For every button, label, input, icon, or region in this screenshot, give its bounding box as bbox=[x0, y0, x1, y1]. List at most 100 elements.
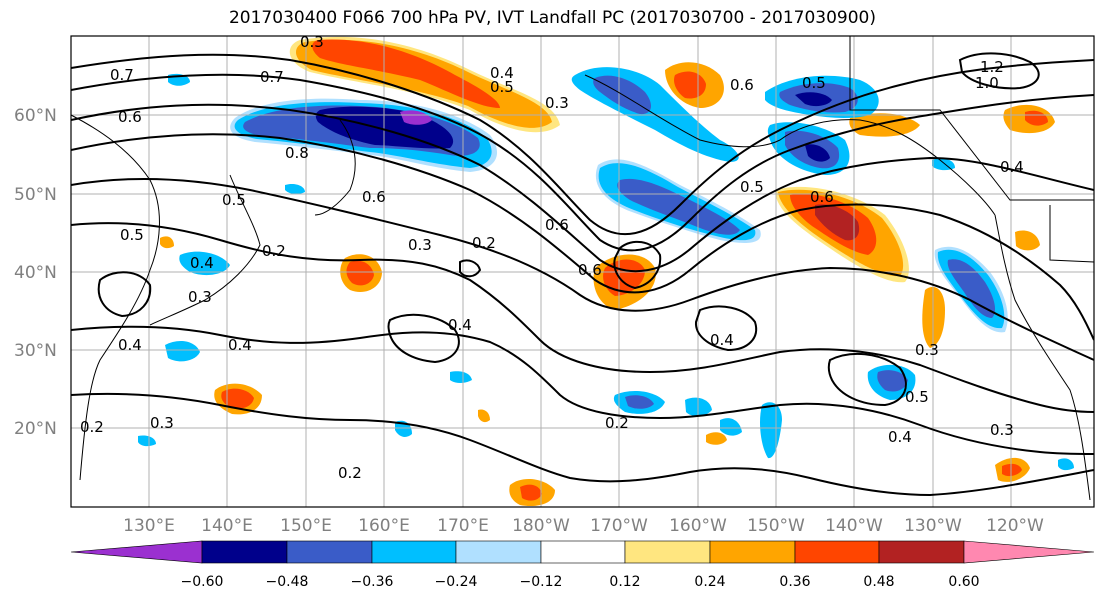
anomaly-shading bbox=[138, 36, 1074, 507]
colorbar-tick: −0.12 bbox=[520, 574, 563, 590]
contour-labels: 0.3 0.7 0.7 0.6 0.8 0.6 0.5 0.5 0.3 0.2 … bbox=[80, 36, 1024, 482]
lon-label: 140°W bbox=[825, 516, 883, 536]
contour-label: 0.3 bbox=[188, 288, 212, 306]
pv-contour bbox=[71, 392, 1094, 497]
positive-anomaly bbox=[1025, 110, 1048, 126]
contour-label: 0.5 bbox=[120, 226, 144, 244]
contour-label: 0.4 bbox=[1000, 158, 1024, 176]
pv-contour bbox=[613, 240, 662, 290]
negative-anomaly bbox=[760, 402, 782, 459]
negative-anomaly bbox=[625, 395, 654, 409]
coastline-namerica bbox=[994, 214, 1091, 501]
contour-label: 0.2 bbox=[80, 418, 104, 436]
contour-label: 0.3 bbox=[150, 414, 174, 432]
lon-label: 140°E bbox=[201, 516, 253, 536]
contour-label: 0.6 bbox=[578, 261, 602, 279]
colorbar-tick: −0.60 bbox=[181, 574, 224, 590]
colorbar-segment bbox=[709, 540, 796, 564]
positive-anomaly bbox=[520, 484, 542, 501]
colorbar-tick: 0.48 bbox=[863, 574, 894, 590]
contour-label: 0.6 bbox=[810, 188, 834, 206]
contour-label: 0.6 bbox=[362, 188, 386, 206]
colorbar-tick: 0.60 bbox=[948, 574, 979, 590]
colorbar-tick: 0.24 bbox=[694, 574, 725, 590]
coastlines bbox=[71, 36, 1094, 501]
negative-anomaly bbox=[795, 92, 832, 107]
positive-anomaly bbox=[346, 260, 374, 286]
coastline-japan bbox=[149, 174, 261, 326]
map-field: 0.3 0.7 0.7 0.6 0.8 0.6 0.5 0.5 0.3 0.2 … bbox=[71, 36, 1094, 507]
lat-label: 60°N bbox=[14, 106, 57, 126]
pv-contours bbox=[71, 52, 1094, 497]
negative-anomaly bbox=[285, 183, 305, 195]
positive-anomaly bbox=[706, 432, 727, 445]
contour-label: 0.3 bbox=[545, 94, 569, 112]
lon-label: 160°E bbox=[358, 516, 410, 536]
lon-label: 160°W bbox=[669, 516, 727, 536]
lon-label: 130°E bbox=[123, 516, 175, 536]
negative-anomaly bbox=[450, 371, 472, 383]
colorbar-tick: 0.36 bbox=[779, 574, 810, 590]
colorbar-segment bbox=[878, 540, 965, 564]
contour-label: 0.5 bbox=[740, 178, 764, 196]
lon-label: 130°W bbox=[904, 516, 962, 536]
pv-contour bbox=[71, 53, 1094, 236]
lat-axis: 60°N 50°N 40°N 30°N 20°N bbox=[14, 106, 57, 439]
negative-anomaly bbox=[1058, 458, 1074, 471]
contour-label: 0.3 bbox=[990, 421, 1014, 439]
pv-contour bbox=[71, 103, 1094, 273]
contour-label: 0.5 bbox=[802, 74, 826, 92]
positive-anomaly bbox=[160, 236, 174, 249]
colorbar-segment bbox=[455, 540, 542, 564]
pv-contour bbox=[71, 222, 1094, 413]
positive-anomaly bbox=[1002, 463, 1022, 477]
lon-label: 170°E bbox=[437, 516, 489, 536]
colorbar-segment bbox=[201, 540, 288, 564]
lat-label: 30°N bbox=[14, 341, 57, 361]
lon-label: 170°W bbox=[590, 516, 648, 536]
colorbar bbox=[70, 540, 1095, 564]
map-title: 2017030400 F066 700 hPa PV, IVT Landfall… bbox=[228, 8, 876, 28]
negative-anomaly bbox=[947, 259, 996, 318]
border-us-east bbox=[1049, 205, 1094, 263]
pv-contour bbox=[958, 52, 1040, 90]
colorbar-segment bbox=[540, 540, 626, 564]
lat-label: 50°N bbox=[14, 185, 57, 205]
positive-anomaly bbox=[221, 388, 254, 409]
contour-label: 0.4 bbox=[448, 316, 472, 334]
pv-contour bbox=[71, 133, 1094, 341]
negative-anomaly bbox=[805, 144, 830, 162]
negative-anomaly bbox=[138, 435, 156, 447]
contour-label: 0.5 bbox=[905, 388, 929, 406]
contour-label: 0.4 bbox=[490, 64, 514, 82]
colorbar-segment bbox=[371, 540, 457, 564]
contour-label: 0.2 bbox=[338, 464, 362, 482]
colorbar-segment bbox=[963, 540, 1095, 564]
contour-label: 0.2 bbox=[472, 234, 496, 252]
colorbar-segment bbox=[624, 540, 711, 564]
lat-label: 40°N bbox=[14, 263, 57, 283]
contour-label: 0.2 bbox=[262, 242, 286, 260]
contour-label: 0.5 bbox=[490, 78, 514, 96]
contour-label: 0.4 bbox=[888, 428, 912, 446]
pv-contour bbox=[694, 305, 758, 352]
contour-label: 0.2 bbox=[605, 414, 629, 432]
colorbar-segment bbox=[286, 540, 373, 564]
pv-contour bbox=[71, 325, 1094, 455]
lon-label: 180°W bbox=[512, 516, 570, 536]
lon-label: 120°W bbox=[986, 516, 1044, 536]
positive-anomaly bbox=[922, 286, 945, 348]
pv-contour bbox=[71, 177, 1094, 361]
contour-label: 1.0 bbox=[975, 74, 999, 92]
contour-label: 0.4 bbox=[118, 336, 142, 354]
lat-label: 20°N bbox=[14, 419, 57, 439]
negative-anomaly bbox=[720, 418, 742, 436]
negative-anomaly bbox=[400, 110, 432, 125]
lon-axis: 130°E 140°E 150°E 160°E 170°E 180°W 170°… bbox=[123, 516, 1044, 536]
contour-label: 0.6 bbox=[545, 216, 569, 234]
lon-label: 150°W bbox=[747, 516, 805, 536]
colorbar-tick: −0.36 bbox=[351, 574, 394, 590]
coastline-kamchatka bbox=[314, 119, 356, 216]
colorbar-segment bbox=[794, 540, 880, 564]
contour-label: 0.4 bbox=[710, 331, 734, 349]
